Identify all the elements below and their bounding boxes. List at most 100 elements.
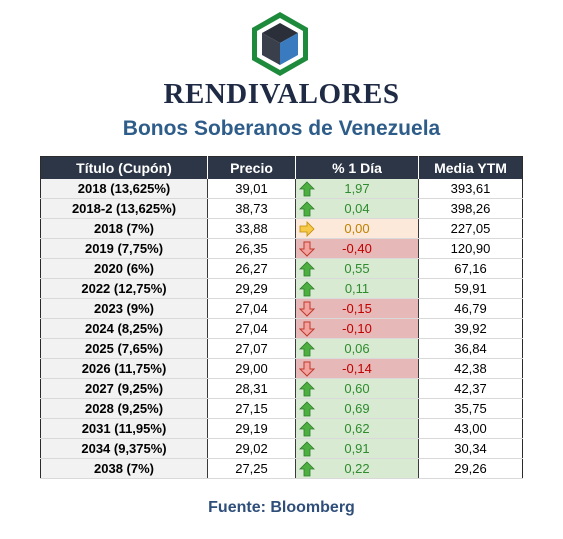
page-subtitle: Bonos Soberanos de Venezuela [122,117,441,140]
bond-ytm: 59,91 [418,278,523,299]
bond-ytm: 46,79 [418,298,523,319]
bond-title: 2020 (6%) [40,258,208,279]
bond-ytm: 30,34 [418,438,523,459]
bond-change-value: 0,06 [344,341,370,356]
bond-title: 2026 (11,75%) [40,358,208,379]
bond-price: 39,01 [207,179,296,199]
bond-change-value: -0,14 [342,361,372,376]
table-row: 2018 (7%) 33,88 0,00 227,05 [40,218,523,239]
bond-change: 0,69 [295,398,419,419]
arrow-down-icon [299,301,315,317]
arrow-down-icon [299,321,315,337]
bond-change-value: 0,91 [344,441,370,456]
table-row: 2031 (11,95%) 29,19 0,62 43,00 [40,418,523,439]
bond-ytm: 29,26 [418,458,523,479]
bond-change-value: -0,10 [342,321,372,336]
bond-price: 29,00 [207,358,296,379]
rendivalores-logo-icon [252,12,308,76]
bond-title: 2024 (8,25%) [40,318,208,339]
bond-ytm: 67,16 [418,258,523,279]
bond-price: 29,19 [207,418,296,439]
table-row: 2027 (9,25%) 28,31 0,60 42,37 [40,378,523,399]
table-header-row: Título (Cupón) Precio % 1 Día Media YTM [40,156,523,179]
bond-change-value: 0,60 [344,381,370,396]
bond-change: 0,55 [295,258,419,279]
bond-price: 28,31 [207,378,296,399]
bond-price: 26,35 [207,238,296,259]
bond-change: 0,11 [295,278,419,299]
column-header-price: Precio [207,156,296,179]
bond-change: 1,97 [295,179,419,199]
arrow-up-icon [299,281,315,297]
table-row: 2024 (8,25%) 27,04 -0,10 39,92 [40,318,523,339]
column-header-ytm: Media YTM [418,156,523,179]
bond-title: 2023 (9%) [40,298,208,319]
brand-title: RENDIVALORES [163,78,400,110]
arrow-up-icon [299,421,315,437]
bond-change-value: 0,22 [344,461,370,476]
bond-change: -0,15 [295,298,419,319]
bond-ytm: 39,92 [418,318,523,339]
bond-change: 0,04 [295,198,419,219]
bond-title: 2019 (7,75%) [40,238,208,259]
bond-change-value: 0,55 [344,261,370,276]
source-note: Fuente: Bloomberg [208,499,355,516]
table-row: 2028 (9,25%) 27,15 0,69 35,75 [40,398,523,419]
bond-change: 0,22 [295,458,419,479]
bond-title: 2025 (7,65%) [40,338,208,359]
bond-ytm: 393,61 [418,179,523,199]
arrow-up-icon [299,441,315,457]
bond-change: 0,00 [295,218,419,239]
bond-change: 0,06 [295,338,419,359]
bond-title: 2018 (7%) [40,218,208,239]
arrow-up-icon [299,461,315,477]
bond-ytm: 120,90 [418,238,523,259]
bond-change-value: 0,04 [344,201,370,216]
bond-ytm: 36,84 [418,338,523,359]
bond-change-value: -0,40 [342,241,372,256]
bond-title: 2018 (13,625%) [40,179,208,199]
bond-title: 2022 (12,75%) [40,278,208,299]
bond-ytm: 398,26 [418,198,523,219]
bond-price: 33,88 [207,218,296,239]
bond-title: 2034 (9,375%) [40,438,208,459]
bond-price: 27,07 [207,338,296,359]
bond-change: -0,14 [295,358,419,379]
arrow-up-icon [299,181,315,197]
bond-change-value: 0,69 [344,401,370,416]
bond-change: -0,10 [295,318,419,339]
bond-change-value: -0,15 [342,301,372,316]
bond-change-value: 0,00 [344,221,370,236]
table-row: 2034 (9,375%) 29,02 0,91 30,34 [40,438,523,459]
bond-price: 26,27 [207,258,296,279]
arrow-up-icon [299,201,315,217]
bond-change: 0,91 [295,438,419,459]
bond-title: 2031 (11,95%) [40,418,208,439]
table-row: 2020 (6%) 26,27 0,55 67,16 [40,258,523,279]
column-header-title: Título (Cupón) [40,156,208,179]
table-row: 2026 (11,75%) 29,00 -0,14 42,38 [40,358,523,379]
table-row: 2018 (13,625%) 39,01 1,97 393,61 [40,179,523,199]
bond-price: 29,02 [207,438,296,459]
column-header-change: % 1 Día [295,156,419,179]
arrow-up-icon [299,261,315,277]
bond-change-value: 0,62 [344,421,370,436]
bond-change: -0,40 [295,238,419,259]
bond-change-value: 1,97 [344,181,370,196]
bond-price: 27,04 [207,298,296,319]
bond-ytm: 42,38 [418,358,523,379]
bond-change-value: 0,11 [344,281,370,296]
bond-title: 2018-2 (13,625%) [40,198,208,219]
arrow-right-icon [299,221,315,237]
bond-price: 27,15 [207,398,296,419]
bond-ytm: 42,37 [418,378,523,399]
bond-title: 2027 (9,25%) [40,378,208,399]
bond-ytm: 227,05 [418,218,523,239]
bond-price: 27,04 [207,318,296,339]
bond-price: 29,29 [207,278,296,299]
bond-ytm: 35,75 [418,398,523,419]
table-row: 2019 (7,75%) 26,35 -0,40 120,90 [40,238,523,259]
bond-price: 38,73 [207,198,296,219]
bonds-table: Título (Cupón) Precio % 1 Día Media YTM … [40,156,523,479]
bond-ytm: 43,00 [418,418,523,439]
